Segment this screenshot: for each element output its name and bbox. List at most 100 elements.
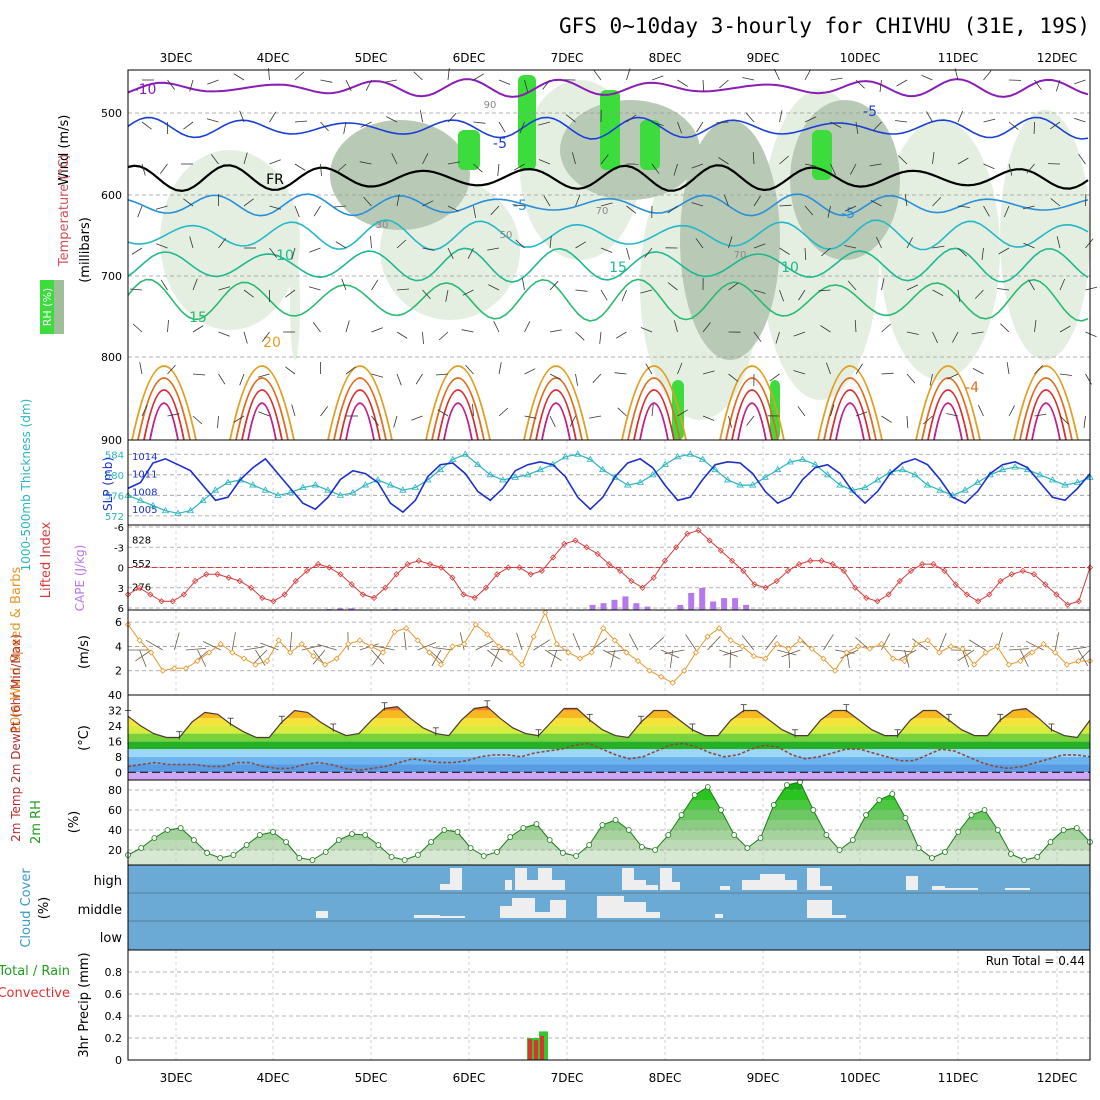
wind-barb xyxy=(462,289,474,296)
wind-barb xyxy=(702,322,711,333)
wind-speed-point xyxy=(171,665,178,672)
rh-point xyxy=(718,807,724,813)
wind-barb xyxy=(600,202,613,207)
li-point xyxy=(975,598,982,605)
rh-point xyxy=(929,855,935,861)
rh-point xyxy=(256,832,263,838)
wind-barb xyxy=(488,284,500,291)
cloud-high-block xyxy=(1005,888,1030,890)
wind-barb xyxy=(218,238,227,249)
wind-barb xyxy=(830,121,842,128)
ylabel-wind: Wind (m/s) xyxy=(57,115,72,186)
rh-point xyxy=(349,831,355,837)
thickness-point xyxy=(723,476,732,483)
wind-barb xyxy=(210,154,219,165)
wind-barb xyxy=(549,236,552,249)
cape-bar xyxy=(699,587,706,610)
li-point xyxy=(438,564,445,571)
wind-barb-10m xyxy=(603,649,621,660)
wind-barb xyxy=(978,404,984,417)
wind-barb xyxy=(957,110,964,123)
wind-barb xyxy=(192,278,198,291)
wind-speed-point xyxy=(519,661,526,668)
rh-point xyxy=(560,850,566,856)
wind-speed-point xyxy=(924,637,931,644)
rh-point xyxy=(1060,827,1067,833)
thickness-point xyxy=(386,481,395,488)
wind-barb xyxy=(167,79,176,90)
thickness-point xyxy=(986,471,994,478)
cloud-high-block xyxy=(646,885,658,890)
rh-tick-label: 80 xyxy=(108,784,122,797)
wind-barb xyxy=(804,247,807,261)
wind-barb xyxy=(498,79,511,85)
wind-barb xyxy=(667,282,678,291)
wind-speed-point xyxy=(414,637,421,644)
wind-speed-point xyxy=(843,649,850,656)
wind-barb xyxy=(932,197,942,207)
temperature-loop xyxy=(535,389,577,441)
wind-barb-10m xyxy=(823,634,834,651)
wind-speed-point xyxy=(750,653,757,660)
top-day-label: 4DEC xyxy=(257,51,290,65)
rh-point xyxy=(744,845,751,851)
cloud-high-block xyxy=(720,886,730,890)
wind-barb xyxy=(1078,153,1086,165)
thickness-point xyxy=(474,460,482,467)
wind-tick-label: 6 xyxy=(115,616,122,629)
wind-barb xyxy=(600,247,613,253)
wind-barb xyxy=(946,373,959,380)
wind-barb xyxy=(855,411,868,417)
rh-point xyxy=(757,835,764,841)
wind-speed-point xyxy=(275,637,282,644)
wind-barb-10m xyxy=(135,649,152,662)
wind-barb xyxy=(258,411,270,417)
wind-barb-10m xyxy=(1025,640,1044,651)
temperature-loop xyxy=(915,365,981,441)
wind-speed-point xyxy=(287,649,294,656)
wind-barb xyxy=(1073,117,1086,123)
wind-barb xyxy=(167,364,176,375)
bottom-day-label: 6DEC xyxy=(453,1071,486,1085)
wind-barb xyxy=(473,205,476,218)
thickness-point xyxy=(536,465,544,473)
cloud-high-block xyxy=(440,884,450,890)
wind-barb xyxy=(396,194,400,207)
wind-barb-10m xyxy=(491,649,500,667)
wind-barb xyxy=(667,205,678,214)
wind-barb xyxy=(617,407,627,417)
wind-barb xyxy=(850,163,857,175)
wind-barb xyxy=(167,319,169,333)
wind-barb-10m xyxy=(289,631,293,651)
wind-barb-10m xyxy=(375,645,395,651)
wind-barb xyxy=(345,320,350,333)
rh-legend-swatch-2 xyxy=(54,280,64,334)
wind-barb xyxy=(677,362,683,375)
wind-barb xyxy=(371,415,380,426)
li-point xyxy=(807,557,814,564)
wind-barb xyxy=(396,331,408,339)
rh-band xyxy=(128,830,1090,840)
ylabel-temp2m-units: (°C) xyxy=(77,725,92,751)
wind-barb xyxy=(522,278,525,291)
cloud-mid-block xyxy=(646,912,660,918)
wind-barb-10m xyxy=(202,641,221,651)
temperature-loop xyxy=(339,389,381,441)
ylabel-temp2m: 2m Temp 2m DewPt (6hr Min/Max) xyxy=(9,634,23,842)
wind-barb xyxy=(695,238,704,249)
wind-speed-point xyxy=(658,673,665,680)
dewpoint-line xyxy=(127,742,1091,772)
wind-speed-point xyxy=(623,649,630,656)
pressure-tick-label: 900 xyxy=(101,434,122,447)
thickness-point xyxy=(299,483,307,491)
wind-barb xyxy=(677,409,689,417)
thickness-point xyxy=(411,483,420,491)
wind-barb xyxy=(320,163,322,177)
thickness-point xyxy=(748,481,757,488)
li-point xyxy=(661,557,668,564)
wind-barb xyxy=(971,331,984,335)
wind-barb xyxy=(932,152,935,165)
wind-barb xyxy=(651,404,654,417)
wind-barb xyxy=(644,247,653,258)
wind-speed-point xyxy=(1063,661,1070,668)
